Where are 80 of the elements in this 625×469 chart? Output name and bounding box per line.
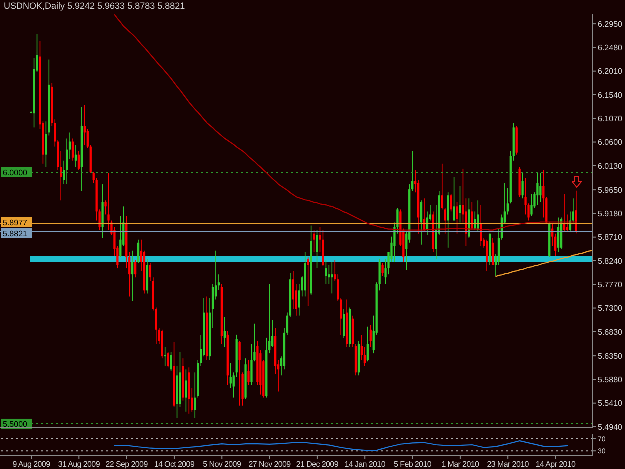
candlestick — [238, 340, 241, 406]
candlestick — [170, 352, 172, 372]
y-tick-label: 6.0600 — [598, 138, 624, 148]
candlestick — [492, 238, 494, 266]
x-tick-label: 5 Nov 2009 — [203, 460, 242, 469]
candlestick — [149, 263, 152, 282]
candlestick — [459, 186, 462, 224]
candlestick — [224, 316, 226, 348]
candlestick — [486, 239, 488, 272]
line-series — [496, 250, 592, 278]
candlestick — [84, 105, 86, 146]
candlestick — [471, 202, 474, 231]
ref-line-label: 5.8821 — [3, 229, 28, 238]
candlestick — [132, 250, 134, 302]
candlestick — [530, 194, 533, 217]
y-tick-label: 6.0130 — [598, 162, 624, 171]
y-tick-label: 5.8240 — [598, 256, 624, 266]
y-tick-label: 5.6830 — [598, 328, 624, 337]
candlestick — [108, 173, 110, 231]
y-tick-label: 6.1070 — [598, 114, 624, 124]
candlestick — [420, 200, 423, 246]
x-tick-label: 21 Dec 2009 — [296, 460, 340, 469]
candlestick — [248, 360, 250, 386]
line-series — [114, 440, 568, 452]
ref-line-label: 5.5000 — [3, 420, 28, 429]
y-tick-label: 5.7770 — [598, 280, 624, 290]
y-tick-label: 5.5880 — [598, 376, 624, 385]
y-tick-label: 6.2010 — [598, 67, 624, 76]
candlestick — [72, 138, 74, 162]
candlestick — [74, 144, 78, 168]
candlestick — [316, 230, 318, 269]
candlestick — [167, 352, 170, 368]
candlestick — [185, 369, 188, 412]
candlestick — [343, 308, 346, 338]
y-tick-label: 5.7300 — [598, 304, 624, 314]
x-tick-label: 1 Mar 2010 — [442, 460, 480, 469]
x-tick-label: 14 Oct 2009 — [154, 460, 196, 469]
candlestick — [230, 362, 232, 389]
y-tick-label: 6.1540 — [598, 90, 624, 100]
candlestick — [78, 150, 80, 171]
candlestick — [134, 260, 137, 278]
candlestick — [325, 260, 328, 285]
chart-title: USDNOK,Daily 5.9242 5.9633 5.8783 5.8821 — [4, 1, 186, 12]
candlestick — [313, 230, 316, 253]
candlestick — [328, 264, 330, 285]
candlestick — [453, 176, 456, 222]
x-tick-label: 22 Sep 2009 — [106, 460, 149, 469]
candlestick — [441, 164, 444, 210]
y-tick-label: 5.9180 — [598, 210, 624, 219]
y-tick-label: 5.5410 — [598, 399, 624, 408]
x-tick-label: 27 Nov 2009 — [248, 460, 292, 469]
candlestick — [366, 326, 369, 362]
y-tick-label: 6.2480 — [598, 44, 624, 53]
candlestick — [522, 173, 524, 200]
y-tick-label: 5.9650 — [598, 186, 624, 195]
candlestick — [563, 194, 566, 232]
y-tick-label: 5.4940 — [598, 422, 624, 432]
x-tick-label: 23 Mar 2010 — [487, 460, 530, 469]
candlestick — [137, 239, 140, 264]
candlestick — [382, 263, 384, 276]
candlestick — [536, 173, 539, 206]
ref-line-label: 6.0000 — [3, 168, 28, 178]
candlestick — [566, 214, 569, 232]
candlestick — [307, 257, 310, 307]
y-tick-label: 5.6350 — [598, 352, 624, 361]
y-tick-label: 5.8710 — [598, 233, 624, 242]
candlestick — [331, 262, 334, 294]
x-tick-label: 31 Aug 2009 — [58, 460, 101, 469]
y-tick-label: 6.2950 — [598, 20, 624, 29]
candlestick — [540, 173, 542, 203]
x-tick-label: 9 Aug 2009 — [12, 460, 52, 469]
x-tick-label: 14 Apr 2010 — [536, 460, 577, 469]
ref-line-label: 5.8977 — [3, 218, 28, 228]
candlestick — [450, 194, 452, 212]
candlestick — [370, 324, 372, 348]
candlestick — [456, 202, 458, 234]
candlestick — [164, 346, 166, 367]
x-tick-label: 14 Jan 2010 — [344, 460, 386, 469]
x-tick-label: 5 Feb 2010 — [394, 460, 432, 469]
candlestick — [444, 208, 446, 234]
